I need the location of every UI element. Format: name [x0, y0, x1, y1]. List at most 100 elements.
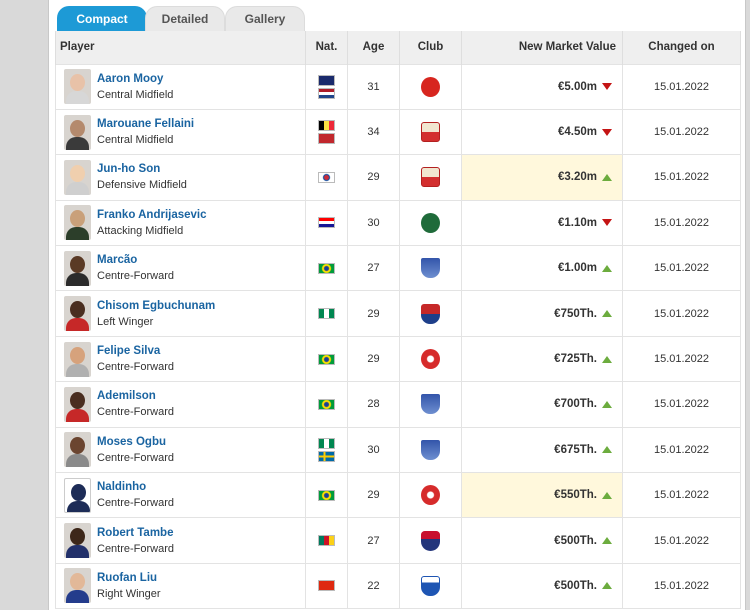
arrow-up-icon: [602, 491, 612, 499]
market-value: €1.00m: [557, 262, 597, 275]
table-row: Franko Andrijasevic Attacking Midfield 3…: [55, 199, 741, 247]
nationality-cell: [305, 63, 348, 110]
player-name-link[interactable]: Felipe Silva: [97, 345, 161, 358]
belgium-flag: [318, 120, 335, 132]
shanghai-shenhua-crest[interactable]: [421, 575, 440, 596]
tianjin-crest[interactable]: [421, 530, 440, 551]
player-age: 29: [347, 290, 400, 337]
australia-flag: [318, 74, 335, 86]
shanghai-port-crest[interactable]: [421, 76, 440, 97]
player-name-link[interactable]: Marouane Fellaini: [97, 118, 195, 131]
market-value: €700Th.: [554, 398, 597, 411]
market-value-cell: €500Th.: [461, 517, 623, 564]
player-position: Central Midfield: [97, 88, 174, 101]
arrow-up-icon: [602, 173, 612, 181]
col-header-nat[interactable]: Nat.: [305, 31, 348, 64]
player-name-link[interactable]: Moses Ogbu: [97, 435, 167, 448]
player-photo[interactable]: [64, 69, 91, 105]
shenzhen-crest[interactable]: [421, 303, 440, 324]
club-cell: [399, 199, 462, 247]
player-photo[interactable]: [64, 523, 91, 559]
changchun-crest[interactable]: [421, 485, 440, 506]
changed-on-date: 15.01.2022: [622, 154, 741, 201]
changed-on-date: 15.01.2022: [622, 335, 741, 383]
korea-flag: [318, 171, 335, 183]
player-photo[interactable]: [64, 296, 91, 332]
nigeria-flag: [318, 308, 335, 320]
player-photo[interactable]: [64, 159, 91, 195]
market-value: €1.10m: [557, 216, 597, 229]
player-age: 29: [347, 335, 400, 383]
club-cell: [399, 245, 462, 292]
player-name-link[interactable]: Robert Tambe: [97, 526, 174, 539]
market-value-cell: €675Th.: [461, 426, 623, 474]
club-cell: [399, 426, 462, 474]
market-value-cell: €5.00m: [461, 63, 623, 110]
wuhan-crest[interactable]: [421, 394, 440, 415]
player-name-link[interactable]: Marcão: [97, 254, 138, 267]
player-cell: Moses Ogbu Centre-Forward: [55, 426, 306, 474]
changed-on-date: 15.01.2022: [622, 381, 741, 428]
player-position: Centre-Forward: [97, 451, 175, 464]
col-header-club[interactable]: Club: [399, 31, 462, 64]
brazil-flag: [318, 353, 335, 365]
player-photo[interactable]: [64, 477, 91, 513]
nationality-cell: [305, 517, 348, 564]
col-header-changed-on[interactable]: Changed on: [622, 31, 741, 64]
col-header-market-value[interactable]: New Market Value: [461, 31, 623, 64]
table-row: Naldinho Centre-Forward 29 €550Th. 15.01…: [55, 472, 741, 519]
table-row: Jun-ho Son Defensive Midfield 29 €3.20m …: [55, 154, 741, 201]
player-cell: Franko Andrijasevic Attacking Midfield: [55, 199, 306, 247]
col-header-player[interactable]: Player: [55, 31, 306, 64]
player-position: Attacking Midfield: [97, 224, 184, 237]
player-age: 31: [347, 63, 400, 110]
sweden-flag: [318, 450, 335, 462]
player-photo[interactable]: [64, 205, 91, 241]
player-photo[interactable]: [64, 341, 91, 377]
nationality-cell: [305, 108, 348, 156]
player-position: Centre-Forward: [97, 542, 175, 555]
view-tabs: Compact Detailed Gallery: [57, 6, 747, 32]
croatia-flag: [318, 217, 335, 229]
player-photo[interactable]: [64, 432, 91, 468]
club-cell: [399, 517, 462, 564]
player-age: 22: [347, 562, 400, 610]
changchun-crest[interactable]: [421, 349, 440, 370]
player-photo[interactable]: [64, 114, 91, 150]
player-name-link[interactable]: Franko Andrijasevic: [97, 208, 207, 221]
player-position: Left Winger: [97, 315, 154, 328]
player-name-link[interactable]: Ademilson: [97, 390, 156, 403]
club-cell: [399, 108, 462, 156]
player-cell: Marcão Centre-Forward: [55, 245, 306, 292]
player-name-link[interactable]: Ruofan Liu: [97, 571, 158, 584]
tab-gallery[interactable]: Gallery: [225, 6, 305, 31]
player-photo[interactable]: [64, 250, 91, 286]
nigeria-flag: [318, 437, 335, 449]
player-age: 34: [347, 108, 400, 156]
tab-detailed[interactable]: Detailed: [145, 6, 225, 31]
changed-on-date: 15.01.2022: [622, 108, 741, 156]
player-name-link[interactable]: Jun-ho Son: [97, 163, 161, 176]
nationality-cell: [305, 562, 348, 610]
player-age: 27: [347, 517, 400, 564]
table-row: Robert Tambe Centre-Forward 27 €500Th. 1…: [55, 517, 741, 564]
player-position: Central Midfield: [97, 134, 174, 147]
tab-compact[interactable]: Compact: [57, 6, 147, 31]
table-row: Marouane Fellaini Central Midfield 34 €4…: [55, 108, 741, 156]
player-photo[interactable]: [64, 386, 91, 422]
shandong-taishan-crest[interactable]: [421, 167, 440, 188]
player-position: Centre-Forward: [97, 270, 175, 283]
wuhan-crest[interactable]: [421, 439, 440, 460]
wuhan-crest[interactable]: [421, 258, 440, 279]
player-age: 30: [347, 426, 400, 474]
col-header-age[interactable]: Age: [347, 31, 400, 64]
zhejiang-crest[interactable]: [421, 212, 440, 233]
player-name-link[interactable]: Aaron Mooy: [97, 72, 164, 85]
market-value-cell: €4.50m: [461, 108, 623, 156]
player-name-link[interactable]: Chisom Egbuchunam: [97, 299, 216, 312]
player-name-link[interactable]: Naldinho: [97, 481, 147, 494]
player-photo[interactable]: [64, 568, 91, 604]
nationality-cell: [305, 199, 348, 247]
market-value: €725Th.: [554, 353, 597, 366]
shandong-taishan-crest[interactable]: [421, 122, 440, 143]
